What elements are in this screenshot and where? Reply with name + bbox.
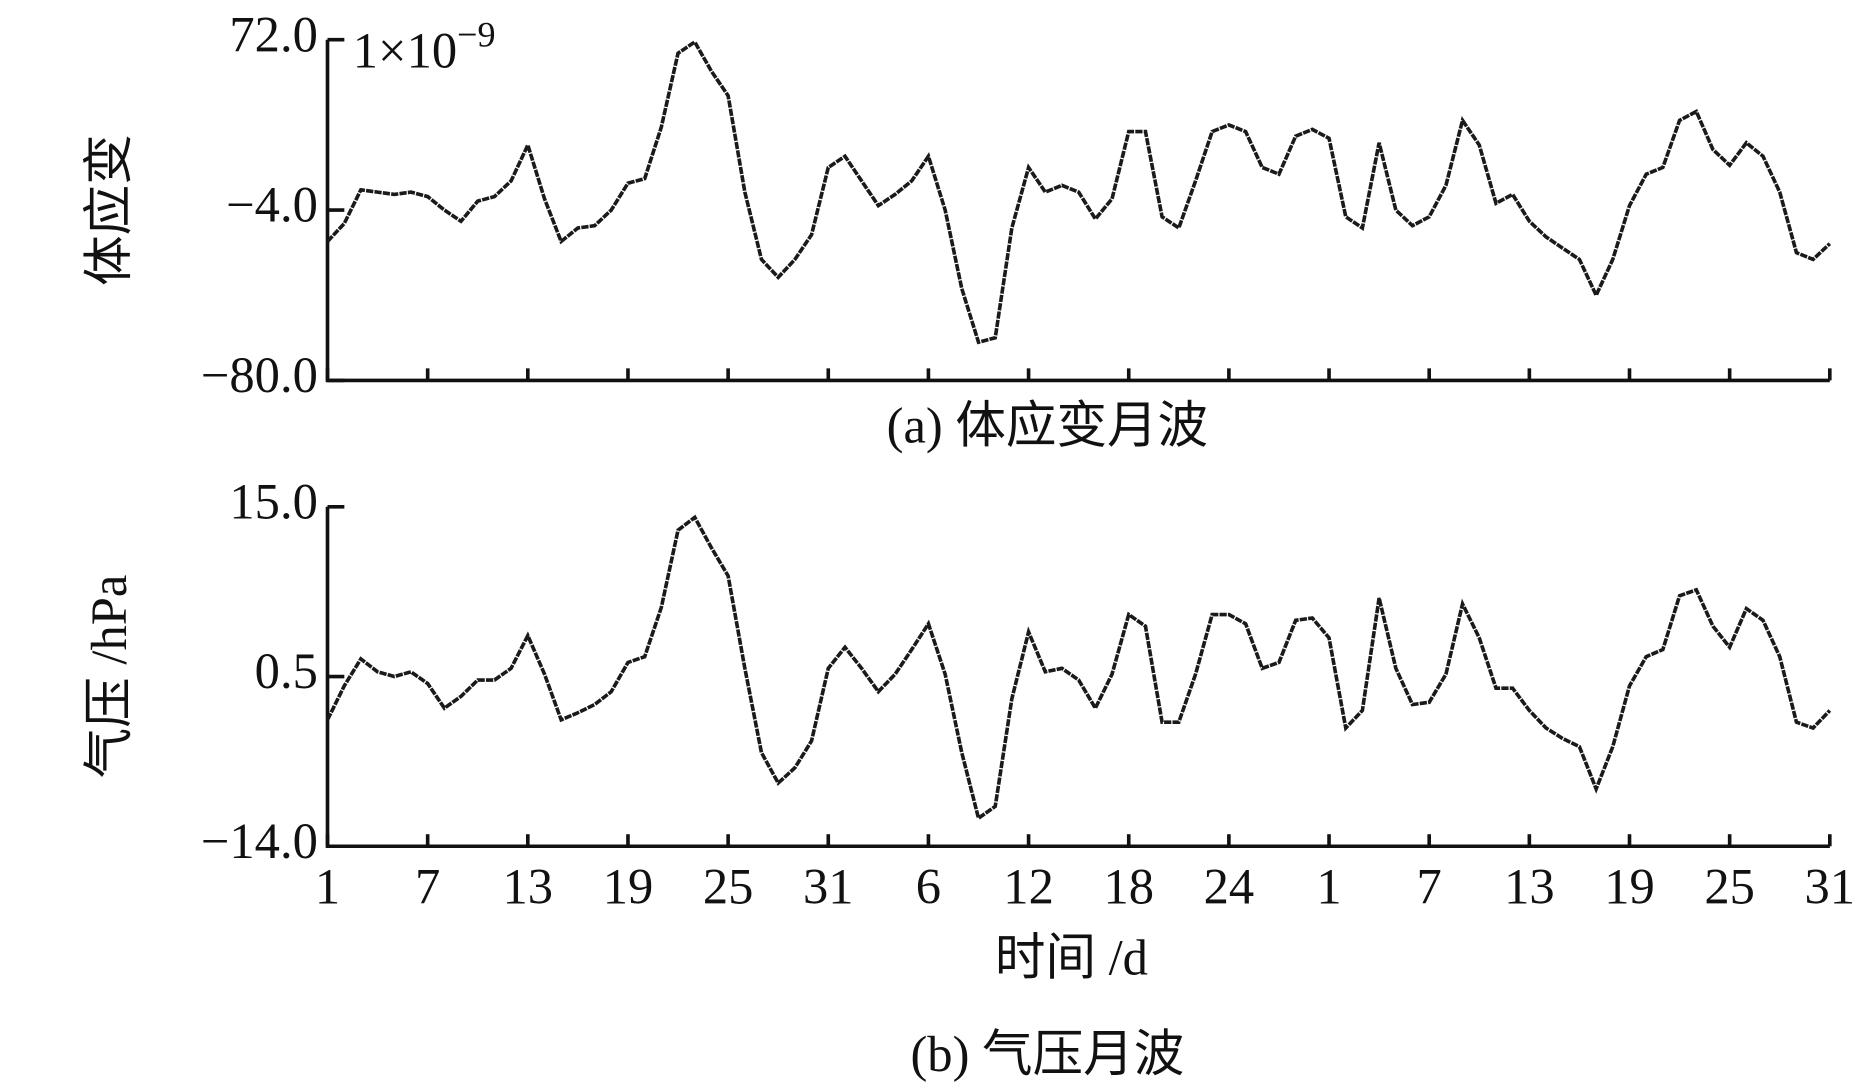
x-tick-label: 1 <box>1316 859 1341 915</box>
x-tick-label: 19 <box>603 859 654 915</box>
caption: (b) 气压月波 <box>910 1026 1184 1082</box>
x-tick-label: 7 <box>415 859 440 915</box>
x-tick-label: 13 <box>1504 859 1555 915</box>
x-tick-label: 1 <box>315 859 340 915</box>
x-tick-label: 31 <box>803 859 854 915</box>
x-tick-label: 31 <box>1805 859 1856 915</box>
axis-line <box>325 506 1830 849</box>
x-tick-label: 19 <box>1604 859 1655 915</box>
data-line <box>325 514 1832 822</box>
data-line <box>326 39 1832 345</box>
y-tick-label: −80.0 <box>201 347 318 403</box>
y-tick-label: 72.0 <box>229 6 317 62</box>
x-tick-label: 18 <box>1103 859 1154 915</box>
caption: (a) 体应变月波 <box>887 398 1208 454</box>
x-tick-label: 6 <box>916 859 941 915</box>
multiplier-exponent: −9 <box>457 15 495 55</box>
multiplier-base: 1×10 <box>353 22 457 78</box>
y-tick-label: 0.5 <box>255 643 318 699</box>
x-tick-label: 13 <box>503 859 554 915</box>
y-tick-label: −4.0 <box>226 177 318 233</box>
x-tick-label: 12 <box>1003 859 1054 915</box>
axis-line <box>325 39 1830 383</box>
y-tick-label: 15.0 <box>229 473 317 529</box>
x-tick-label: 24 <box>1204 859 1255 915</box>
y-tick-label: −14.0 <box>201 813 318 869</box>
y-multiplier: 1×10−9 <box>353 15 496 78</box>
x-axis-label: 时间 /d <box>995 930 1148 986</box>
y-axis-label: 气压 /hPa <box>81 575 137 779</box>
x-tick-label: 25 <box>703 859 754 915</box>
x-tick-label: 7 <box>1417 859 1442 915</box>
x-tick-label: 25 <box>1704 859 1755 915</box>
y-axis-label: 体应变 <box>81 134 137 286</box>
